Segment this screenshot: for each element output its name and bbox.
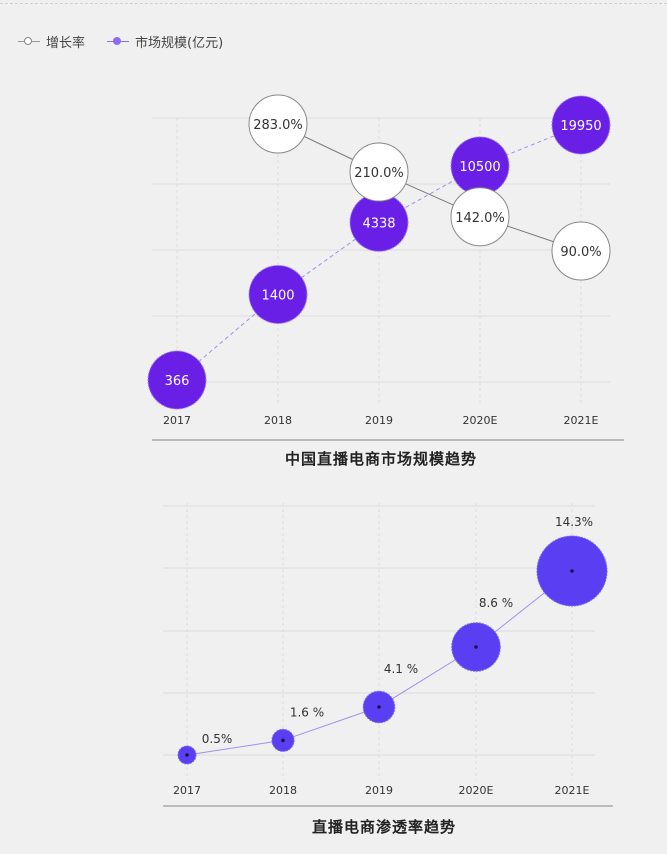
market-data-label: 19950 bbox=[560, 119, 601, 134]
penetration-chart: 0.5% 1.6 % 4.1 % 8.6 % 14.3% 2017 2018 2019 2020… bbox=[163, 503, 613, 807]
x-tick-label: 2019 bbox=[365, 784, 393, 797]
growth-legend-marker-icon bbox=[18, 36, 40, 48]
penetration-point-center bbox=[281, 738, 285, 743]
growth-data-label: 210.0% bbox=[354, 166, 404, 181]
market-data-label: 10500 bbox=[459, 160, 500, 175]
x-tick-label: 2017 bbox=[173, 784, 201, 797]
market-data-label: 366 bbox=[165, 374, 190, 389]
market-size-chart-title: 中国直播电商市场规模趋势 bbox=[285, 450, 478, 468]
x-tick-label: 2021E bbox=[564, 414, 599, 427]
top-divider bbox=[0, 3, 667, 4]
penetration-data-label: 1.6 % bbox=[290, 705, 324, 719]
growth-data-label: 142.0% bbox=[455, 211, 505, 226]
legend-item-market[interactable]: 市场规模(亿元) bbox=[107, 32, 223, 51]
penetration-chart-title: 直播电商渗透率趋势 bbox=[312, 818, 457, 836]
x-tick-label: 2018 bbox=[264, 414, 292, 427]
penetration-point-center bbox=[474, 645, 478, 649]
market-series-line bbox=[176, 124, 582, 381]
market-point bbox=[147, 350, 207, 410]
penetration-data-label: 8.6 % bbox=[479, 596, 513, 610]
growth-series-line bbox=[277, 123, 582, 252]
penetration-point-center bbox=[185, 753, 189, 757]
growth-point bbox=[450, 187, 510, 247]
legend-growth-label: 增长率 bbox=[46, 36, 86, 51]
x-tick-label: 2021E bbox=[555, 784, 590, 797]
growth-data-label: 90.0% bbox=[560, 245, 601, 260]
penetration-point-center bbox=[570, 569, 574, 573]
market-size-chart: 366 1400 4338 10500 19950 283.0% 210.0% 142.0% 9… bbox=[147, 94, 624, 441]
market-data-label: 1400 bbox=[261, 288, 294, 303]
penetration-data-label: 4.1 % bbox=[384, 662, 418, 676]
x-tick-label: 2018 bbox=[269, 784, 297, 797]
x-tick-label: 2019 bbox=[365, 414, 393, 427]
market-point bbox=[248, 264, 308, 324]
legend-item-growth[interactable]: 增长率 bbox=[18, 32, 85, 51]
penetration-data-label: 0.5% bbox=[202, 732, 233, 746]
x-tick-label: 2020E bbox=[463, 414, 498, 427]
legend: 增长率 市场规模(亿元) bbox=[18, 32, 223, 51]
market-legend-marker-icon bbox=[107, 36, 130, 48]
market-point bbox=[551, 95, 611, 155]
x-tick-label: 2017 bbox=[163, 414, 191, 427]
market-data-label: 4338 bbox=[362, 216, 395, 231]
growth-data-label: 283.0% bbox=[253, 118, 303, 133]
x-tick-label: 2020E bbox=[459, 784, 494, 797]
penetration-data-label: 14.3% bbox=[555, 515, 593, 529]
growth-point bbox=[349, 142, 409, 202]
growth-point bbox=[248, 94, 308, 154]
legend-market-label: 市场规模(亿元) bbox=[135, 36, 224, 51]
growth-point bbox=[551, 221, 611, 281]
penetration-point-center bbox=[377, 705, 381, 709]
